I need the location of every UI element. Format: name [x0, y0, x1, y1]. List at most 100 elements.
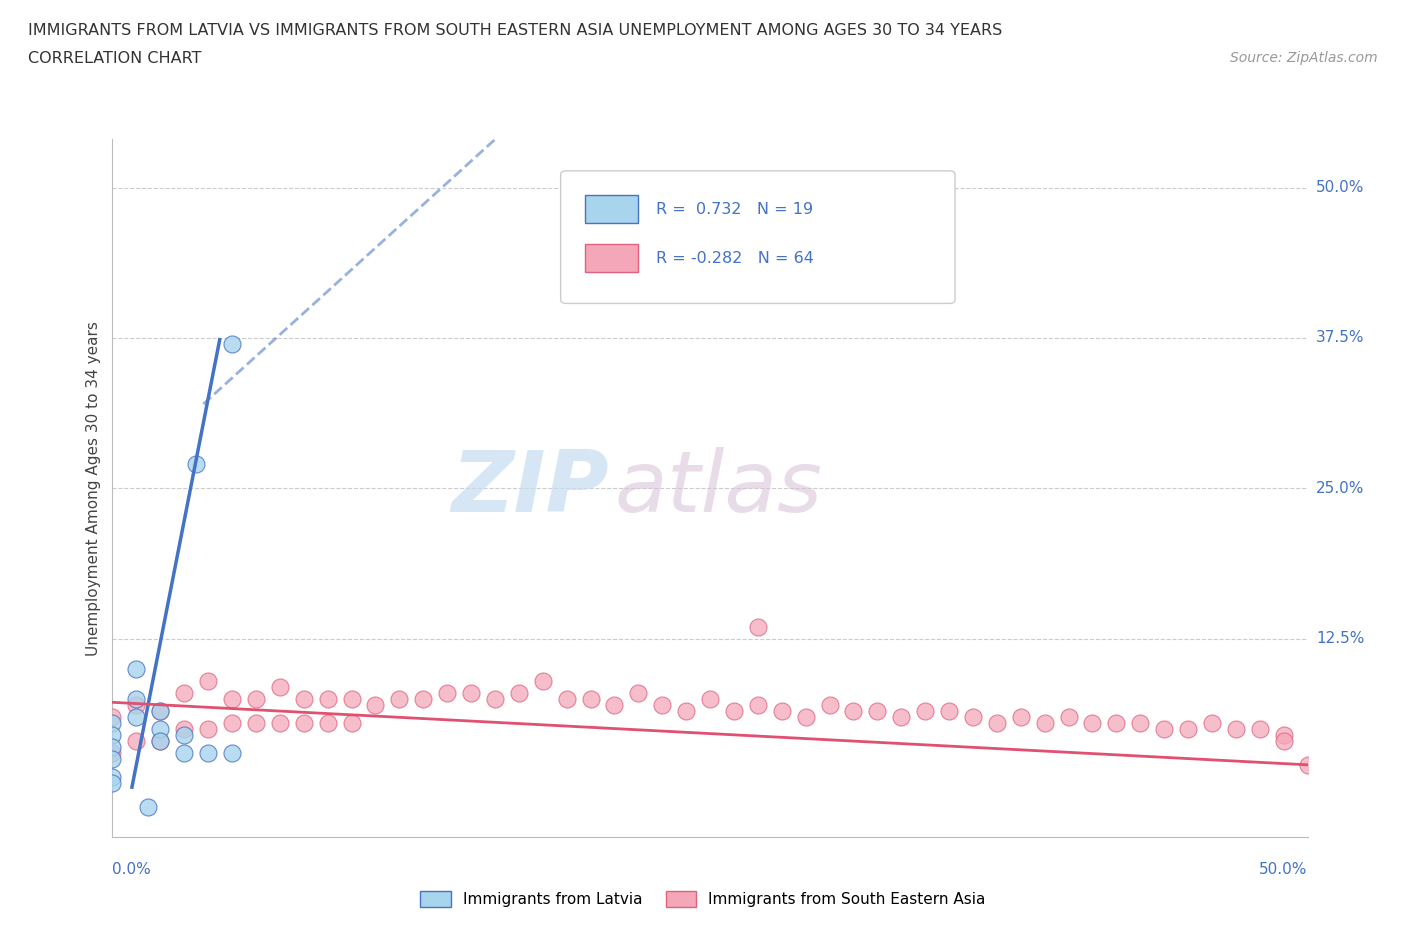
Text: atlas: atlas: [614, 446, 823, 530]
Point: [269, 679, 291, 694]
Point: [149, 703, 172, 718]
Point: [1129, 715, 1152, 730]
Point: [149, 703, 172, 718]
Point: [460, 685, 482, 700]
Point: [245, 715, 267, 730]
Point: [603, 698, 626, 712]
Text: IMMIGRANTS FROM LATVIA VS IMMIGRANTS FROM SOUTH EASTERN ASIA UNEMPLOYMENT AMONG : IMMIGRANTS FROM LATVIA VS IMMIGRANTS FRO…: [28, 23, 1002, 38]
Point: [316, 691, 339, 706]
Point: [197, 722, 219, 737]
Point: [579, 691, 602, 706]
Point: [101, 715, 124, 730]
Point: [125, 691, 148, 706]
Point: [699, 691, 721, 706]
Point: [986, 715, 1008, 730]
Point: [316, 715, 339, 730]
Point: [675, 703, 697, 718]
Point: [770, 703, 793, 718]
Point: [197, 745, 219, 760]
Point: [101, 745, 124, 760]
Point: [1057, 710, 1080, 724]
FancyBboxPatch shape: [585, 195, 638, 223]
Point: [197, 673, 219, 688]
Point: [890, 710, 912, 724]
Point: [388, 691, 411, 706]
Point: [436, 685, 458, 700]
Point: [101, 739, 124, 754]
Point: [125, 698, 148, 712]
Point: [962, 710, 984, 724]
Point: [173, 727, 195, 742]
Point: [269, 715, 291, 730]
Point: [101, 710, 124, 724]
Point: [938, 703, 960, 718]
Point: [221, 745, 243, 760]
Point: [1033, 715, 1056, 730]
Text: R =  0.732   N = 19: R = 0.732 N = 19: [657, 202, 814, 217]
Point: [186, 457, 208, 472]
Text: 25.0%: 25.0%: [1316, 481, 1364, 496]
Text: 50.0%: 50.0%: [1316, 180, 1364, 195]
Point: [651, 698, 673, 712]
Point: [173, 745, 195, 760]
Point: [125, 710, 148, 724]
Point: [914, 703, 936, 718]
Text: ZIP: ZIP: [451, 446, 609, 530]
Text: CORRELATION CHART: CORRELATION CHART: [28, 51, 201, 66]
Text: 37.5%: 37.5%: [1316, 330, 1364, 345]
Point: [1010, 710, 1032, 724]
Point: [747, 619, 769, 634]
Point: [1272, 734, 1295, 749]
Point: [1272, 727, 1295, 742]
Point: [627, 685, 650, 700]
Point: [101, 776, 124, 790]
Text: Source: ZipAtlas.com: Source: ZipAtlas.com: [1230, 51, 1378, 65]
Point: [340, 715, 363, 730]
Point: [245, 691, 267, 706]
Point: [149, 734, 172, 749]
Point: [149, 734, 172, 749]
Point: [292, 691, 315, 706]
Point: [138, 800, 160, 815]
Text: 12.5%: 12.5%: [1316, 631, 1364, 646]
Point: [292, 715, 315, 730]
Point: [101, 727, 124, 742]
Point: [723, 703, 745, 718]
Point: [866, 703, 889, 718]
Point: [1249, 722, 1271, 737]
Point: [508, 685, 530, 700]
Point: [484, 691, 506, 706]
Point: [1225, 722, 1247, 737]
Point: [1296, 757, 1319, 772]
FancyBboxPatch shape: [561, 171, 955, 303]
Text: 0.0%: 0.0%: [112, 862, 152, 877]
Point: [1081, 715, 1104, 730]
Y-axis label: Unemployment Among Ages 30 to 34 years: Unemployment Among Ages 30 to 34 years: [86, 321, 101, 656]
Point: [1105, 715, 1128, 730]
Point: [1201, 715, 1223, 730]
Point: [149, 722, 172, 737]
Point: [818, 698, 841, 712]
Point: [125, 661, 148, 676]
Point: [221, 715, 243, 730]
Point: [340, 691, 363, 706]
Point: [794, 710, 817, 724]
Point: [531, 673, 554, 688]
Point: [412, 691, 434, 706]
Point: [747, 698, 769, 712]
Point: [101, 751, 124, 766]
Point: [101, 769, 124, 784]
Point: [364, 698, 387, 712]
Point: [221, 337, 243, 352]
Text: 50.0%: 50.0%: [1260, 862, 1308, 877]
Point: [842, 703, 865, 718]
FancyBboxPatch shape: [585, 245, 638, 272]
Point: [1177, 722, 1199, 737]
Text: R = -0.282   N = 64: R = -0.282 N = 64: [657, 250, 814, 266]
Point: [173, 685, 195, 700]
Point: [555, 691, 578, 706]
Point: [221, 691, 243, 706]
Point: [125, 734, 148, 749]
Point: [173, 722, 195, 737]
Point: [1153, 722, 1175, 737]
